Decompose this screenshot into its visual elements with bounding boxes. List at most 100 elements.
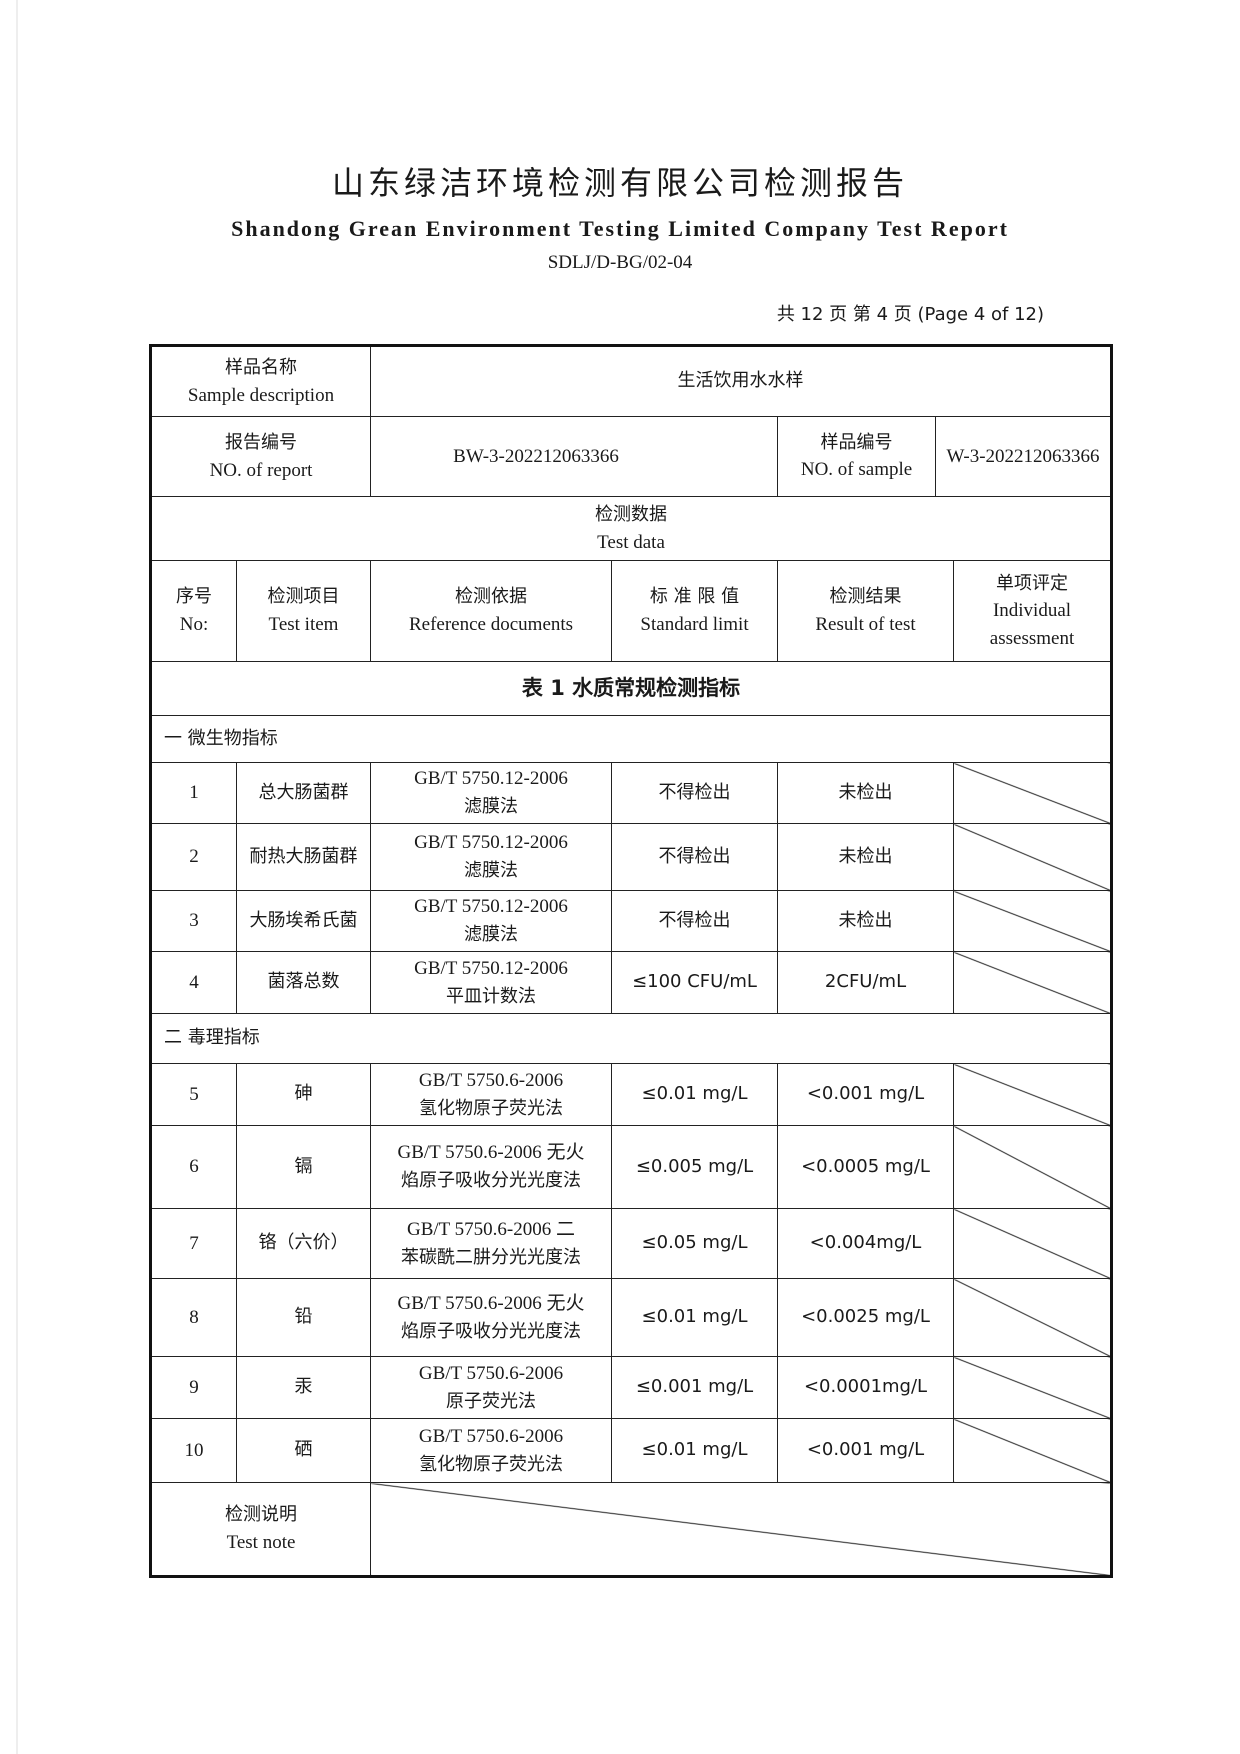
standard-limit: 不得检出 [611,823,779,891]
column-header-en: No: [179,614,209,635]
row-no: 4 [150,951,237,1014]
column-header: 单项评定 Individual assessment [953,560,1113,662]
sample-desc-value: 生活饮用水水样 [370,345,1113,417]
row-no: 9 [150,1356,237,1419]
test-item: 砷 [235,1063,372,1126]
test-item: 硒 [235,1418,372,1483]
test-result: <0.001 mg/L [777,1063,955,1126]
sample-desc-row: 样品名称 Sample description 生活饮用水水样 [149,345,1113,417]
assessment-slash [953,823,1113,891]
test-item: 汞 [235,1356,372,1419]
sample-no-label: 样品编号 NO. of sample [778,417,937,496]
column-header-cn: 序号 [176,586,212,608]
column-header-en: Reference documents [408,614,574,635]
table-row: 1 总大肠菌群 GB/T 5750.12-2006 滤膜法 不得检出 未检出 [150,762,1113,824]
section-heading: 一 微生物指标 [149,715,1113,763]
column-header-cn: 检测依据 [455,586,528,608]
section-row: 一 微生物指标 [149,715,1113,763]
section-heading: 二 毒理指标 [149,1013,1113,1064]
table-row: 4 菌落总数 GB/T 5750.12-2006 平皿计数法 ≤100 CFU/m… [150,951,1113,1014]
standard-limit: ≤0.05 mg/L [611,1208,779,1279]
column-header: 检测依据 Reference documents [370,560,613,662]
test-result: <0.001 mg/L [777,1418,955,1483]
standard-limit: ≤0.01 mg/L [611,1063,779,1126]
reference-doc: GB/T 5750.12-2006 滤膜法 [370,762,613,824]
standard-limit: ≤0.005 mg/L [611,1125,779,1209]
standard-limit: ≤0.001 mg/L [611,1356,779,1419]
table-row: 9 汞 GB/T 5750.6-2006 原子荧光法 ≤0.001 mg/L <0… [150,1356,1113,1419]
column-header-row: 序号 No: 检测项目 Test item 检测依据 Reference document… [150,560,1113,662]
column-header: 检测结果 Result of test [777,560,955,662]
test-item: 铅 [235,1278,372,1357]
table-row: 8 铅 GB/T 5750.6-2006 无火 焰原子吸收分光光度法 ≤0.01 … [150,1278,1113,1357]
row-no: 10 [150,1418,237,1483]
test-report-table: 样品名称 Sample description 生活饮用水水样 报告编号 NO. o… [149,344,1114,1578]
column-header-en: Test item [268,614,339,635]
section-row: 二 毒理指标 [149,1013,1113,1064]
assessment-slash [953,1278,1113,1357]
table-title: 表 1 水质常规检测指标 [149,661,1113,716]
table-row: 3 大肠埃希氏菌 GB/T 5750.12-2006 滤膜法 不得检出 未检出 [150,890,1113,952]
column-header-cn: 标 准 限 值 [649,586,740,608]
column-header: 序号 No: [150,560,237,662]
column-header: 检测项目 Test item [235,560,372,662]
report-no-value: BW-3-202212063366 [370,416,779,497]
sample-desc-label: 样品名称 Sample description [149,345,372,417]
column-header-en: Result of test [815,614,916,635]
report-no-row: 报告编号 NO. of report BW-3-202212063366 样品编号… [149,416,1113,497]
row-no: 7 [150,1208,237,1279]
row-no: 6 [150,1125,237,1209]
standard-limit: ≤0.01 mg/L [611,1278,779,1357]
test-result: 未检出 [777,762,955,824]
standard-limit: ≤0.01 mg/L [611,1418,779,1483]
reference-doc: GB/T 5750.6-2006 无火 焰原子吸收分光光度法 [370,1278,613,1357]
row-no: 5 [150,1063,237,1126]
test-note-row: 检测说明 Test note [149,1482,1113,1577]
report-no-label: 报告编号 NO. of report [149,416,372,497]
column-header-cn: 检测结果 [829,586,902,608]
reference-doc: GB/T 5750.6-2006 无火 焰原子吸收分光光度法 [370,1125,613,1209]
column-header-cn: 检测项目 [267,586,340,608]
assessment-slash [953,1063,1113,1126]
row-no: 1 [150,762,237,824]
standard-limit: 不得检出 [611,762,779,824]
test-item: 总大肠菌群 [235,762,372,824]
reference-doc: GB/T 5750.6-2006 原子荧光法 [370,1356,613,1419]
assessment-slash [953,1356,1113,1419]
assessment-slash [953,1125,1113,1209]
table-title-row: 表 1 水质常规检测指标 [149,661,1113,716]
test-result: 未检出 [777,890,955,952]
test-note-label: 检测说明 Test note [149,1482,372,1577]
table-row: 2 耐热大肠菌群 GB/T 5750.12-2006 滤膜法 不得检出 未检出 [150,823,1113,891]
assessment-slash [953,762,1113,824]
test-result: <0.004mg/L [777,1208,955,1279]
test-item: 耐热大肠菌群 [235,823,372,891]
table-row: 5 砷 GB/T 5750.6-2006 氢化物原子荧光法 ≤0.01 mg/L … [150,1063,1113,1126]
test-result: 未检出 [777,823,955,891]
sample-no-value: W-3-202212063366 [946,445,1100,467]
test-data-row: 检测数据 Test data [149,496,1113,561]
column-header-cn: 单项评定 [996,572,1069,594]
test-item: 镉 [235,1125,372,1209]
reference-doc: GB/T 5750.6-2006 氢化物原子荧光法 [370,1418,613,1483]
reference-doc: GB/T 5750.12-2006 平皿计数法 [370,951,613,1014]
assessment-slash [953,951,1113,1014]
test-item: 铬（六价） [235,1208,372,1279]
test-result: <0.0001mg/L [777,1356,955,1419]
table-row: 10 硒 GB/T 5750.6-2006 氢化物原子荧光法 ≤0.01 mg/L… [150,1418,1113,1483]
test-item: 大肠埃希氏菌 [235,890,372,952]
standard-limit: 不得检出 [611,890,779,952]
reference-doc: GB/T 5750.6-2006 氢化物原子荧光法 [370,1063,613,1126]
column-header-en: Individual assessment [989,600,1075,649]
standard-limit: ≤100 CFU/mL [611,951,779,1014]
column-header-en: Standard limit [640,614,749,635]
test-result: 2CFU/mL [777,951,955,1014]
table-row: 6 镉 GB/T 5750.6-2006 无火 焰原子吸收分光光度法 ≤0.005… [150,1125,1113,1209]
test-data-heading: 检测数据 Test data [149,496,1113,561]
test-result: <0.0025 mg/L [777,1278,955,1357]
assessment-slash [953,1208,1113,1279]
test-note-slash [370,1482,1113,1577]
page-info: 共 12 页 第 4 页 (Page 4 of 12) [776,304,1044,325]
test-item: 菌落总数 [235,951,372,1014]
scan-edge [16,0,18,1754]
